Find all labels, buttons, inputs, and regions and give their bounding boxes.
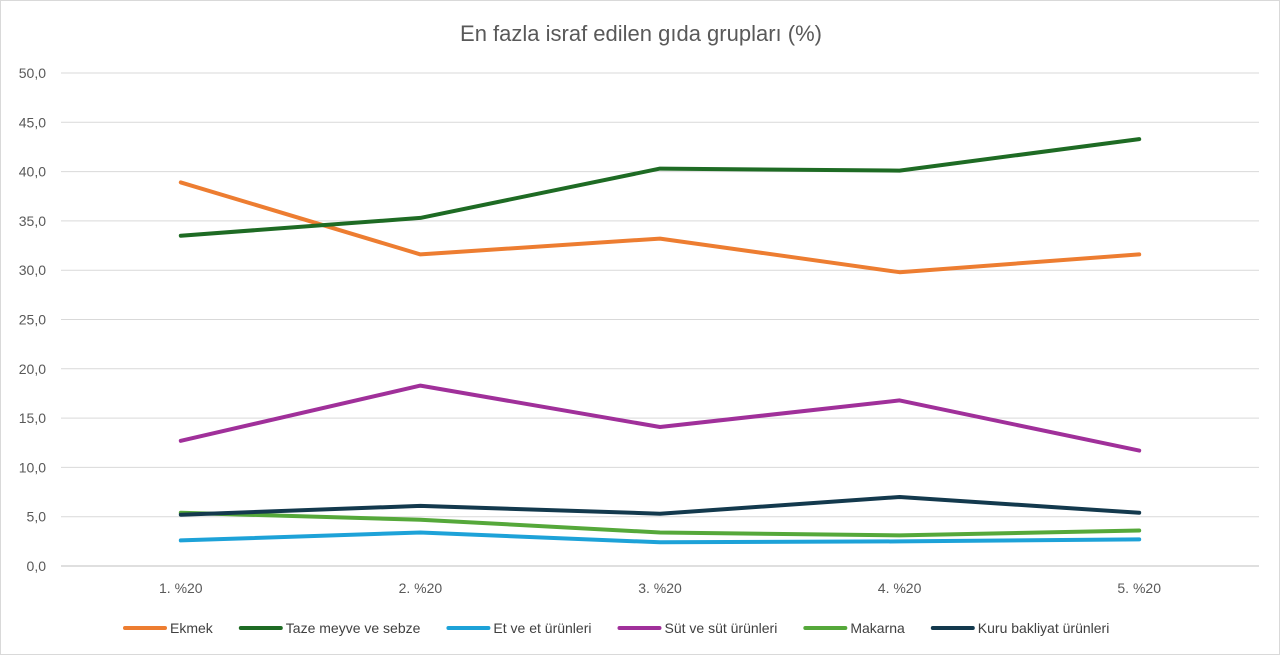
legend-label: Taze meyve ve sebze — [286, 620, 421, 636]
legend-item: Makarna — [803, 620, 905, 636]
series-line — [178, 137, 1142, 238]
x-axis-ticks: 1. %20 2. %20 3. %20 4. %20 5. %20 — [159, 580, 1161, 596]
legend-label: Süt ve süt ürünleri — [664, 620, 777, 636]
y-tick-label: 40,0 — [19, 164, 46, 180]
y-tick-label: 0,0 — [27, 558, 47, 574]
series-lines — [178, 137, 1142, 545]
y-tick-label: 20,0 — [19, 361, 46, 377]
x-tick-label: 4. %20 — [878, 580, 922, 596]
y-tick-label: 30,0 — [19, 262, 46, 278]
legend-label: Ekmek — [170, 620, 214, 636]
series-line — [178, 510, 1142, 538]
y-axis-ticks: 0,0 5,0 10,0 15,0 20,0 25,0 30,0 35,0 40,0 45,0 50… — [19, 65, 46, 574]
x-tick-label: 1. %20 — [159, 580, 203, 596]
y-tick-label: 35,0 — [19, 213, 46, 229]
chart-title: En fazla israf edilen gıda grupları (%) — [460, 21, 822, 46]
x-tick-label: 2. %20 — [399, 580, 443, 596]
series-line — [178, 530, 1142, 545]
x-tick-label: 3. %20 — [638, 580, 682, 596]
y-tick-label: 15,0 — [19, 410, 46, 426]
legend-item: Süt ve süt ürünleri — [617, 620, 777, 636]
legend: Ekmek Taze meyve ve sebze Et ve et ürünler… — [123, 620, 1110, 636]
y-tick-label: 5,0 — [27, 509, 47, 525]
y-tick-label: 10,0 — [19, 459, 46, 475]
legend-item: Kuru bakliyat ürünleri — [930, 620, 1110, 636]
legend-item: Et ve et ürünleri — [446, 620, 591, 636]
series-line — [178, 180, 1142, 275]
series-line — [178, 383, 1142, 453]
y-tick-label: 25,0 — [19, 312, 46, 328]
legend-item: Taze meyve ve sebze — [238, 620, 421, 636]
legend-label: Et ve et ürünleri — [493, 620, 591, 636]
y-tick-label: 45,0 — [19, 114, 46, 130]
series-line — [178, 495, 1142, 517]
legend-item: Ekmek — [123, 620, 214, 636]
x-tick-label: 5. %20 — [1117, 580, 1161, 596]
y-tick-label: 50,0 — [19, 65, 46, 81]
legend-label: Kuru bakliyat ürünleri — [978, 620, 1110, 636]
legend-label: Makarna — [850, 620, 905, 636]
